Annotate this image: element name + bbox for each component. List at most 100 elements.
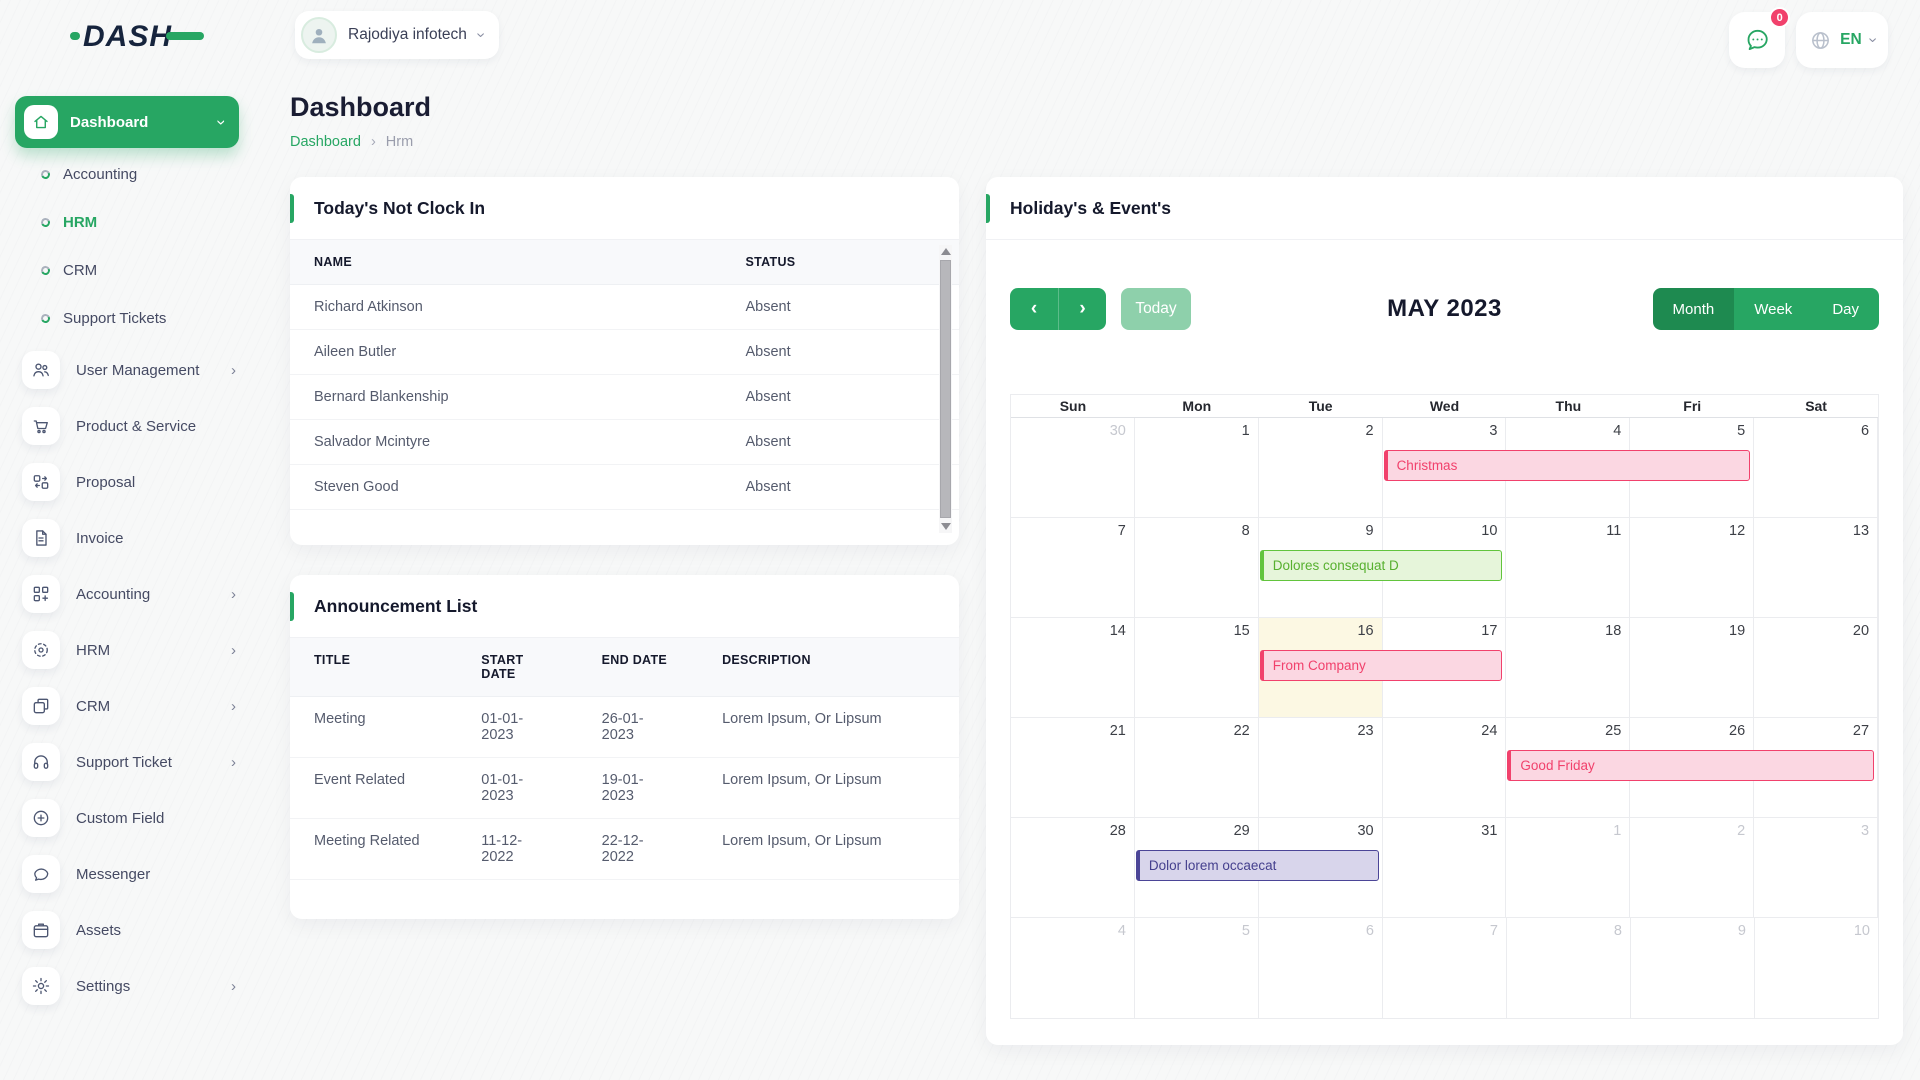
sidebar-item-dashboard[interactable]: Dashboard bbox=[15, 96, 239, 148]
grid-plus-icon bbox=[22, 575, 60, 613]
event-chip[interactable]: From Company bbox=[1259, 650, 1503, 681]
day-cell[interactable]: 20 bbox=[1754, 618, 1879, 717]
squares-icon bbox=[22, 687, 60, 725]
day-cell[interactable]: 3 bbox=[1754, 818, 1879, 917]
column-header: DESCRIPTION bbox=[722, 653, 811, 667]
logo-text: DASH bbox=[83, 20, 172, 53]
day-header-tue: Tue bbox=[1308, 398, 1333, 414]
day-cell[interactable]: 17 bbox=[1383, 618, 1507, 717]
table-row: Meeting 01-01-2023 26-01-2023 Lorem Ipsum, … bbox=[290, 697, 959, 758]
day-cell[interactable]: 14 bbox=[1011, 618, 1135, 717]
day-cell[interactable]: 19 bbox=[1630, 618, 1755, 717]
day-cell[interactable]: 10 bbox=[1755, 918, 1878, 1018]
view-month-button[interactable]: Month bbox=[1652, 288, 1735, 330]
day-cell[interactable]: 27 bbox=[1754, 718, 1879, 817]
messages-badge: 0 bbox=[1769, 7, 1791, 28]
day-cell[interactable]: 12 bbox=[1630, 518, 1755, 617]
sidebar-subitem-support-tickets[interactable]: Support Tickets bbox=[0, 294, 270, 342]
day-cell[interactable]: 8 bbox=[1135, 518, 1259, 617]
gear-icon bbox=[22, 967, 60, 1005]
swap-icon bbox=[22, 463, 60, 501]
scroll-down-icon[interactable] bbox=[941, 523, 951, 530]
day-cell[interactable]: 6 bbox=[1754, 418, 1879, 517]
sidebar-item-assets[interactable]: Assets bbox=[0, 902, 270, 958]
event-chip[interactable]: Dolores consequat D bbox=[1259, 550, 1503, 581]
day-cell[interactable]: 21 bbox=[1011, 718, 1135, 817]
prev-month-button[interactable]: ‹ bbox=[1010, 288, 1058, 330]
day-cell[interactable]: 7 bbox=[1011, 518, 1135, 617]
event-chip[interactable]: Dolor lorem occaecat bbox=[1135, 850, 1379, 881]
day-number: 24 bbox=[1481, 723, 1498, 739]
day-cell[interactable]: 23 bbox=[1259, 718, 1383, 817]
sidebar-item-custom-field[interactable]: Custom Field bbox=[0, 790, 270, 846]
day-cell[interactable]: 1 bbox=[1135, 418, 1259, 517]
sidebar-item-product-service[interactable]: Product & Service bbox=[0, 398, 270, 454]
sidebar-subitem-label: HRM bbox=[63, 213, 98, 231]
day-cell[interactable]: 5 bbox=[1630, 418, 1755, 517]
view-week-button[interactable]: Week bbox=[1734, 288, 1813, 330]
day-number: 26 bbox=[1729, 723, 1746, 739]
end-date: 26-01-2023 bbox=[601, 711, 644, 743]
status-value: Absent bbox=[745, 344, 791, 360]
day-cell[interactable]: 8 bbox=[1507, 918, 1631, 1018]
day-cell[interactable]: 7 bbox=[1383, 918, 1507, 1018]
day-cell[interactable]: 18 bbox=[1506, 618, 1631, 717]
sidebar-item-label: CRM bbox=[76, 697, 111, 715]
calendar-month-label: MAY 2023 bbox=[1387, 295, 1502, 322]
column-header: STATUS bbox=[745, 255, 796, 269]
sidebar-item-settings[interactable]: Settings bbox=[0, 958, 270, 1014]
workspace-switcher[interactable]: Rajodiya infotech bbox=[295, 11, 500, 59]
day-cell[interactable]: 11 bbox=[1506, 518, 1631, 617]
day-cell[interactable]: 24 bbox=[1383, 718, 1507, 817]
end-date: 22-12-2022 bbox=[601, 833, 644, 865]
sidebar-item-proposal[interactable]: Proposal bbox=[0, 454, 270, 510]
day-cell[interactable]: 5 bbox=[1135, 918, 1259, 1018]
scrollbar-thumb[interactable] bbox=[940, 260, 951, 518]
day-cell[interactable]: 4 bbox=[1011, 918, 1135, 1018]
day-cell[interactable]: 2 bbox=[1259, 418, 1383, 517]
sidebar-item-label: Dashboard bbox=[70, 113, 149, 131]
day-cell[interactable]: 6 bbox=[1259, 918, 1383, 1018]
start-date: 01-01-2023 bbox=[481, 711, 524, 743]
table-scrollbar[interactable] bbox=[939, 245, 952, 533]
day-cell[interactable]: 28 bbox=[1011, 818, 1135, 917]
day-cell[interactable]: 10 bbox=[1383, 518, 1507, 617]
sidebar-item-accounting[interactable]: Accounting bbox=[0, 566, 270, 622]
sidebar-subitem-label: Accounting bbox=[63, 165, 138, 183]
day-cell[interactable]: 1 bbox=[1506, 818, 1631, 917]
day-number: 27 bbox=[1852, 723, 1870, 739]
day-cell[interactable]: 30 bbox=[1259, 818, 1383, 917]
sidebar-item-invoice[interactable]: Invoice bbox=[0, 510, 270, 566]
today-button[interactable]: Today bbox=[1121, 288, 1191, 330]
day-cell[interactable]: 9 bbox=[1631, 918, 1755, 1018]
scroll-up-icon[interactable] bbox=[941, 248, 951, 255]
sidebar-subitem-accounting[interactable]: Accounting bbox=[0, 150, 270, 198]
dot-icon bbox=[39, 264, 52, 276]
day-cell[interactable]: 15 bbox=[1135, 618, 1259, 717]
day-cell[interactable]: 22 bbox=[1135, 718, 1259, 817]
messages-button[interactable]: 0 bbox=[1729, 7, 1791, 68]
table-row: Steven Good Absent bbox=[290, 465, 959, 510]
sidebar-item-support-ticket[interactable]: Support Ticket bbox=[0, 734, 270, 790]
sidebar-item-user-management[interactable]: User Management bbox=[0, 342, 270, 398]
breadcrumb-dashboard-link[interactable]: Dashboard bbox=[290, 134, 361, 150]
event-chip[interactable]: Good Friday bbox=[1507, 750, 1874, 781]
breadcrumb: Dashboard › Hrm bbox=[290, 134, 413, 150]
event-chip[interactable]: Christmas bbox=[1383, 450, 1751, 481]
day-cell[interactable]: 13 bbox=[1754, 518, 1879, 617]
sidebar-item-crm[interactable]: CRM bbox=[0, 678, 270, 734]
sidebar-item-hrm[interactable]: HRM bbox=[0, 622, 270, 678]
description: Lorem Ipsum, Or Lipsum bbox=[722, 833, 882, 849]
day-cell[interactable]: 30 bbox=[1011, 418, 1135, 517]
chevron-down-icon bbox=[219, 114, 225, 131]
language-selector[interactable]: EN bbox=[1796, 12, 1888, 68]
view-day-button[interactable]: Day bbox=[1812, 288, 1879, 330]
day-number: 5 bbox=[1737, 423, 1746, 439]
employee-name: Richard Atkinson bbox=[314, 299, 423, 315]
day-cell[interactable]: 2 bbox=[1630, 818, 1755, 917]
next-month-button[interactable]: › bbox=[1058, 288, 1106, 330]
sidebar-subitem-hrm[interactable]: HRM bbox=[0, 198, 270, 246]
day-cell[interactable]: 31 bbox=[1383, 818, 1507, 917]
sidebar-subitem-crm[interactable]: CRM bbox=[0, 246, 270, 294]
sidebar-item-messenger[interactable]: Messenger bbox=[0, 846, 270, 902]
